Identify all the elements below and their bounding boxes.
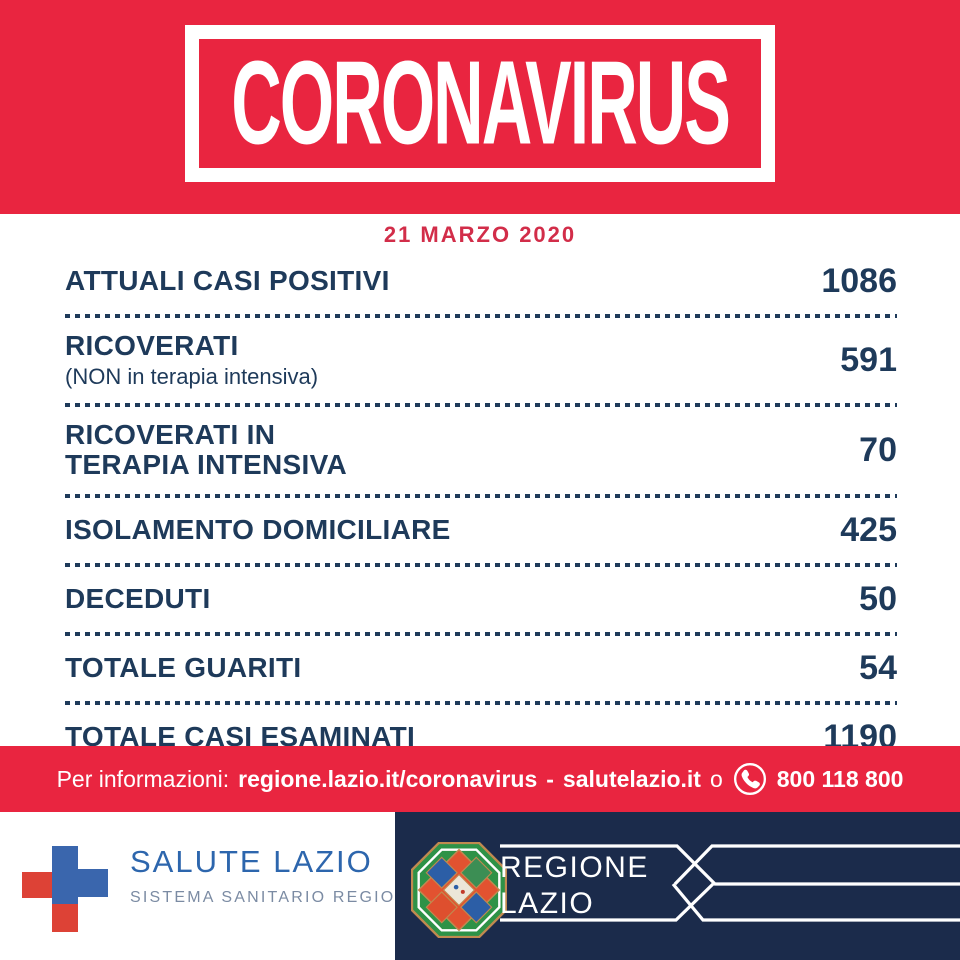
- link-salutelazio[interactable]: salutelazio.it: [562, 765, 701, 792]
- dashed-divider: [65, 493, 897, 498]
- regione-lazio-lines-decoration: [395, 812, 960, 960]
- row-label: DECEDUTI: [65, 583, 211, 615]
- row-label: ATTUALI CASI POSITIVI: [65, 265, 390, 297]
- dashed-divider: [65, 700, 897, 705]
- dashed-divider: [65, 403, 897, 408]
- salute-lazio-title: SALUTE LAZIO: [130, 844, 373, 879]
- info-conjunction: o: [709, 765, 723, 792]
- row-value: 591: [840, 341, 897, 380]
- stats-table: ATTUALI CASI POSITIVI 1086 RICOVERATI (N…: [65, 249, 897, 770]
- page-title: CORONAVIRUS: [231, 36, 731, 170]
- phone-handset-icon: [732, 761, 768, 797]
- salute-lazio-subtitle: SISTEMA SANITARIO REGIONALE: [130, 889, 447, 906]
- regione-lazio-wordmark: REGIONE LAZIO: [500, 850, 649, 922]
- row-sublabel: (NON in terapia intensiva): [65, 364, 319, 390]
- row-label: RICOVERATI IN: [65, 419, 276, 451]
- dashed-divider: [65, 314, 897, 318]
- report-date: 21 MARZO 2020: [383, 222, 577, 247]
- row-value: 70: [859, 430, 897, 469]
- salute-lazio-panel: SALUTE LAZIO SISTEMA SANITARIO REGIONALE: [0, 812, 444, 960]
- dashed-divider: [65, 631, 897, 636]
- table-row: RICOVERATI IN TERAPIA INTENSIVA 70: [65, 407, 897, 493]
- banner-frame: CORONAVIRUS: [185, 25, 775, 182]
- table-row: ISOLAMENTO DOMICILIARE 425: [65, 498, 897, 563]
- regione-lazio-panel: REGIONE LAZIO: [395, 812, 960, 960]
- header-banner: CORONAVIRUS: [0, 0, 960, 214]
- info-bar: Per informazioni: regione.lazio.it/coron…: [0, 746, 960, 812]
- row-value: 54: [859, 648, 897, 687]
- table-row: RICOVERATI (NON in terapia intensiva) 59…: [65, 318, 897, 403]
- link-separator: -: [546, 765, 554, 792]
- link-regione-lazio-coronavirus[interactable]: regione.lazio.it/coronavirus: [238, 765, 538, 792]
- table-row: TOTALE GUARITI 54: [65, 636, 897, 701]
- row-label-line2: TERAPIA INTENSIVA: [65, 449, 348, 481]
- regione-lazio-crest-icon: [410, 841, 508, 943]
- row-label: TOTALE GUARITI: [65, 652, 302, 684]
- dashed-divider: [65, 562, 897, 567]
- row-label: RICOVERATI: [65, 330, 239, 361]
- table-row: ATTUALI CASI POSITIVI 1086: [65, 249, 897, 314]
- table-row: DECEDUTI 50: [65, 567, 897, 632]
- phone-number: 800 118 800: [776, 765, 904, 792]
- row-label: ISOLAMENTO DOMICILIARE: [65, 514, 451, 546]
- info-prefix: Per informazioni:: [56, 765, 230, 792]
- row-value: 50: [859, 579, 897, 618]
- lazio-line: LAZIO: [500, 887, 595, 920]
- row-value: 425: [840, 510, 897, 549]
- double-cross-icon: [18, 840, 128, 950]
- footer-brand-strip: SALUTE LAZIO SISTEMA SANITARIO REGIONALE: [0, 812, 960, 960]
- row-value: 1086: [821, 262, 897, 300]
- regione-line: REGIONE: [500, 851, 649, 884]
